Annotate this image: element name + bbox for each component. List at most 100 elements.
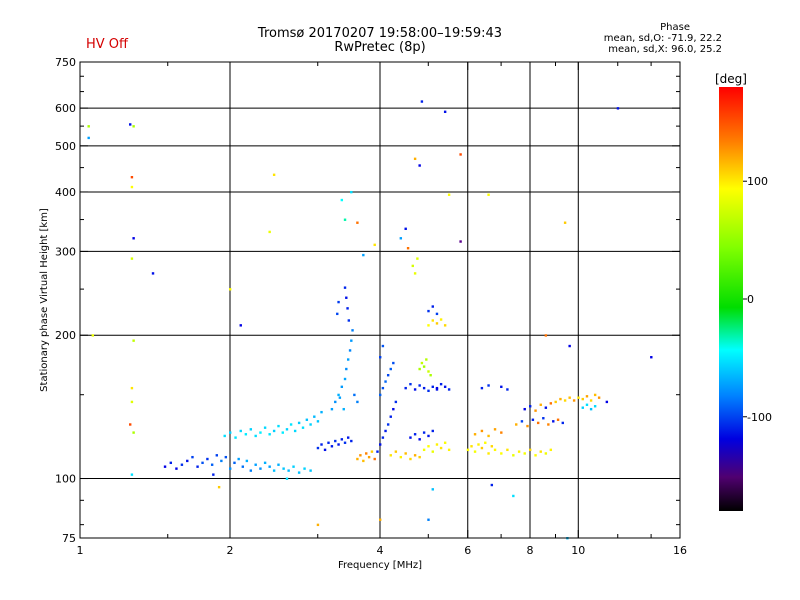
data-point [447,388,451,391]
data-point [281,431,284,434]
data-point [345,367,348,371]
data-point [459,240,462,243]
data-point [196,465,199,468]
data-point [427,309,430,313]
data-point [297,471,301,474]
data-point [370,450,374,453]
data-point [320,410,323,414]
data-point [544,334,548,337]
data-point [223,434,226,438]
data-point [470,445,473,448]
data-point [435,312,439,316]
data-point [229,288,232,291]
data-point [447,193,451,196]
data-point [229,431,232,434]
data-point [336,312,339,316]
data-point [506,448,509,452]
data-point [381,344,385,348]
data-point [404,386,407,390]
data-point [572,399,576,402]
data-point [362,459,365,463]
data-point [500,385,503,389]
data-point [435,443,439,446]
data-point [411,264,414,268]
data-point [409,457,412,461]
data-point [239,429,242,433]
data-point [309,469,312,472]
data-point [487,452,490,455]
data-point [500,431,503,434]
data-point [459,153,462,156]
data-point [350,190,353,194]
data-point [379,443,382,446]
data-point [305,418,309,421]
data-point [406,247,410,250]
data-point [259,431,262,434]
data-point [500,452,503,455]
data-point [427,370,430,373]
data-point [356,400,359,404]
data-point [561,421,564,425]
data-point [367,455,371,459]
data-point [556,418,560,421]
data-point [534,409,537,412]
data-point [229,467,232,470]
data-point [337,443,340,446]
data-point [343,286,347,289]
data-point [413,388,417,391]
data-point [129,123,132,126]
data-point [301,426,305,429]
data-point [422,386,426,390]
x-tick-label: 2 [227,544,234,557]
data-point [544,406,548,409]
data-point [373,457,376,461]
data-point [409,436,412,439]
colorbar-label: [deg] [715,72,747,86]
data-point [487,384,490,387]
data-point [180,463,184,466]
data-point [413,157,417,161]
data-point [487,193,490,196]
data-point [605,400,609,404]
data-point [399,455,403,459]
data-point [531,418,535,421]
data-point [563,221,567,224]
data-point [559,397,562,401]
data-point [439,446,443,450]
chart-title: Tromsø 20170207 19:58:00–19:59:43 [257,26,503,41]
data-point [293,429,297,433]
data-point [356,457,359,461]
data-point [356,221,359,224]
data-point [323,448,327,452]
data-point [347,319,351,322]
data-point [493,428,497,431]
data-point [650,356,653,359]
data-point [224,455,228,459]
data-point [376,450,379,453]
data-point [427,389,430,393]
data-point [542,417,545,420]
data-point [534,454,537,457]
data-point [379,356,382,359]
data-point [520,420,524,423]
data-point [359,454,362,457]
data-point [563,399,567,402]
data-point [268,433,271,436]
data-point [237,457,240,461]
data-point [425,358,428,361]
data-point [404,452,407,455]
data-point [263,426,267,429]
data-point [233,461,236,465]
data-point [379,518,382,521]
data-point [593,405,597,408]
data-point [292,465,295,468]
data-point [539,450,542,453]
data-point [523,452,526,455]
data-point [346,436,350,439]
data-point [169,461,173,465]
data-point [512,494,515,498]
data-point [506,388,509,391]
data-point [581,397,584,401]
data-point [343,441,347,444]
